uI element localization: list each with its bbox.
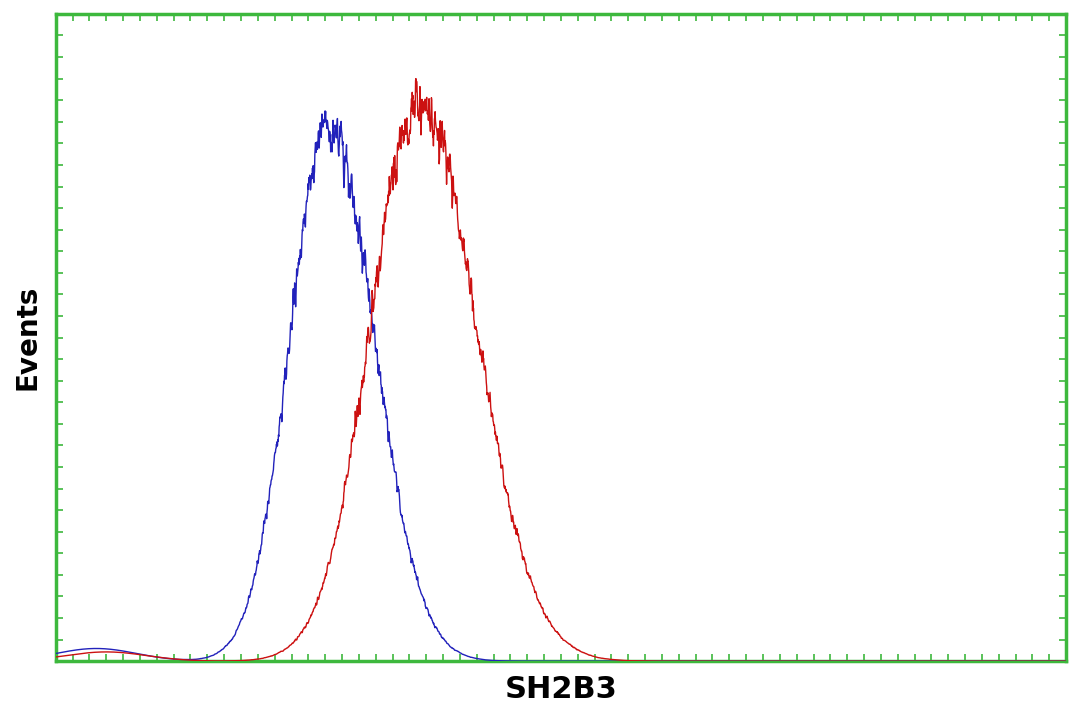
Y-axis label: Events: Events	[14, 285, 42, 391]
X-axis label: SH2B3: SH2B3	[504, 675, 618, 704]
